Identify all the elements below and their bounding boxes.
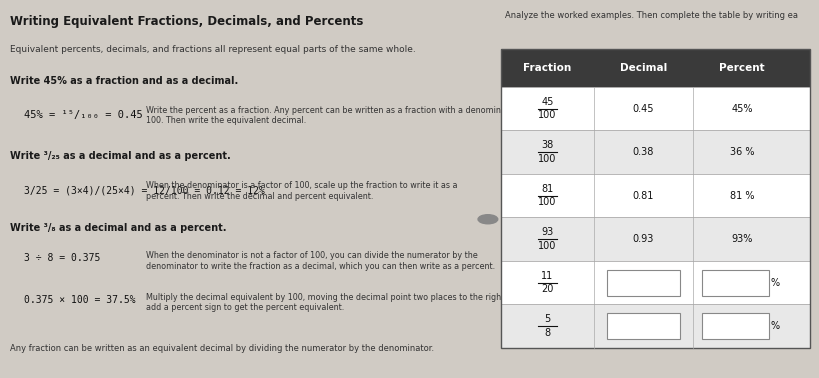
FancyBboxPatch shape: [500, 49, 809, 87]
Text: 45% = ¹⁵/₁₀₀ = 0.45: 45% = ¹⁵/₁₀₀ = 0.45: [25, 110, 143, 119]
Text: Decimal: Decimal: [619, 63, 666, 73]
Text: Write 45% as a fraction and as a decimal.: Write 45% as a fraction and as a decimal…: [10, 76, 238, 85]
Text: Analyze the worked examples. Then complete the table by writing ea: Analyze the worked examples. Then comple…: [504, 11, 797, 20]
Text: When the denominator is a factor of 100, scale up the fraction to write it as a
: When the denominator is a factor of 100,…: [146, 181, 457, 201]
Text: 20: 20: [541, 284, 553, 294]
Text: 0.38: 0.38: [631, 147, 653, 157]
Text: 8: 8: [544, 328, 550, 338]
Text: Fraction: Fraction: [523, 63, 571, 73]
FancyBboxPatch shape: [606, 313, 679, 339]
Text: 45: 45: [541, 97, 553, 107]
Text: 0.375 × 100 = 37.5%: 0.375 × 100 = 37.5%: [25, 295, 136, 305]
Text: 45%: 45%: [731, 104, 752, 114]
Text: 81 %: 81 %: [729, 191, 753, 201]
Text: 3/25 = (3×4)/(25×4) = 12/100 = 0.12 = 12%: 3/25 = (3×4)/(25×4) = 12/100 = 0.12 = 12…: [25, 185, 265, 195]
FancyBboxPatch shape: [606, 270, 679, 296]
Text: Equivalent percents, decimals, and fractions all represent equal parts of the sa: Equivalent percents, decimals, and fract…: [10, 45, 415, 54]
Text: 5: 5: [544, 314, 550, 324]
Text: 100: 100: [537, 110, 556, 121]
Text: Write ³/₂₅ as a decimal and as a percent.: Write ³/₂₅ as a decimal and as a percent…: [10, 151, 230, 161]
Text: 38: 38: [541, 140, 553, 150]
Text: Any fraction can be written as an equivalent decimal by dividing the numerator b: Any fraction can be written as an equiva…: [10, 344, 433, 353]
Text: 93%: 93%: [731, 234, 752, 244]
Text: Writing Equivalent Fractions, Decimals, and Percents: Writing Equivalent Fractions, Decimals, …: [10, 15, 363, 28]
Text: 0.93: 0.93: [631, 234, 653, 244]
Text: Write the percent as a fraction. Any percent can be written as a fraction with a: Write the percent as a fraction. Any per…: [146, 106, 527, 125]
FancyBboxPatch shape: [500, 87, 809, 130]
FancyBboxPatch shape: [500, 130, 809, 174]
FancyBboxPatch shape: [701, 270, 767, 296]
Text: Multiply the decimal equivalent by 100, moving the decimal point two places to t: Multiply the decimal equivalent by 100, …: [146, 293, 524, 312]
Text: 3 ÷ 8 = 0.375: 3 ÷ 8 = 0.375: [25, 253, 101, 263]
Text: Percent: Percent: [718, 63, 764, 73]
Text: Write ³/₈ as a decimal and as a percent.: Write ³/₈ as a decimal and as a percent.: [10, 223, 226, 233]
Text: When the denominator is not a factor of 100, you can divide the numerator by the: When the denominator is not a factor of …: [146, 251, 495, 271]
Text: 81: 81: [541, 184, 553, 194]
FancyBboxPatch shape: [500, 217, 809, 261]
Text: 93: 93: [541, 227, 553, 237]
Text: 11: 11: [541, 271, 553, 281]
Text: %: %: [770, 277, 779, 288]
FancyBboxPatch shape: [500, 261, 809, 304]
Text: 0.45: 0.45: [631, 104, 654, 114]
Text: 100: 100: [537, 154, 556, 164]
Text: 0.81: 0.81: [631, 191, 653, 201]
Text: 100: 100: [537, 241, 556, 251]
Text: %: %: [770, 321, 779, 331]
Text: 100: 100: [537, 197, 556, 208]
FancyBboxPatch shape: [701, 313, 767, 339]
FancyBboxPatch shape: [500, 304, 809, 348]
Text: 36 %: 36 %: [729, 147, 753, 157]
FancyBboxPatch shape: [500, 174, 809, 217]
